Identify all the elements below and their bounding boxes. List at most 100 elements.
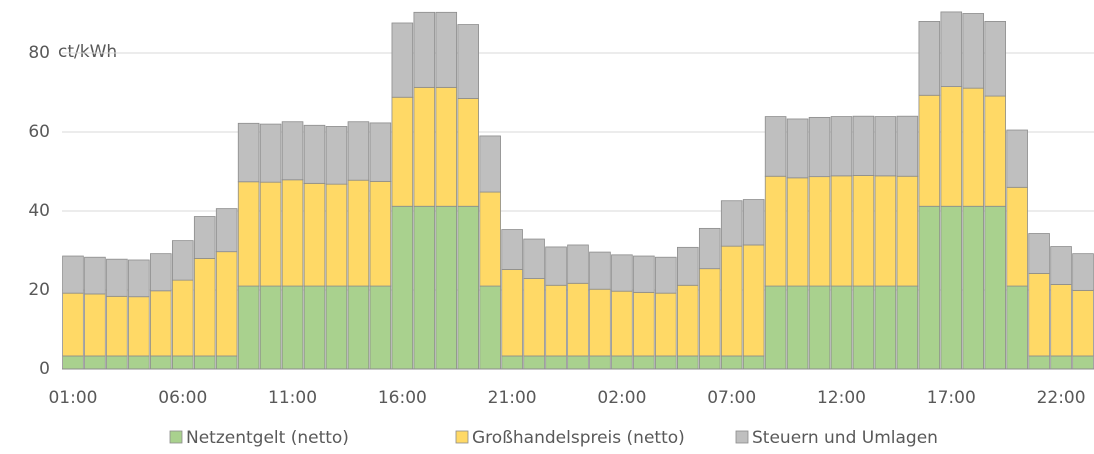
bar-segment xyxy=(171,279,194,357)
bar-segment xyxy=(523,278,545,357)
x-tick-label: 22:00 xyxy=(1037,388,1086,408)
bar-segment xyxy=(962,87,985,207)
legend-label: Steuern und Umlagen xyxy=(752,428,938,448)
bar-segment xyxy=(984,95,1006,207)
bar-segment xyxy=(589,355,611,370)
bar-segment xyxy=(677,284,699,357)
bar-segment xyxy=(589,288,611,357)
bar-segment xyxy=(1006,186,1028,287)
bar-segment xyxy=(742,199,765,246)
bar-segment xyxy=(84,355,106,370)
x-tick-label: 06:00 xyxy=(158,388,207,408)
bar-segment xyxy=(303,124,326,184)
bar-segment xyxy=(545,246,567,286)
bar-segment xyxy=(1072,289,1094,357)
bar-segment xyxy=(413,11,436,88)
bar-segment xyxy=(413,86,436,207)
bar-segment xyxy=(1028,355,1050,370)
bar-segment xyxy=(501,355,523,370)
bar-segment xyxy=(128,296,150,357)
bar-segment xyxy=(347,285,370,370)
bar-segment xyxy=(62,255,84,294)
bar-segment xyxy=(1050,355,1072,370)
bar-segment xyxy=(457,24,479,99)
bar-segment xyxy=(589,251,611,290)
bar-segment xyxy=(655,355,677,370)
bar-segment xyxy=(940,205,963,370)
bar-segment xyxy=(303,182,326,287)
bar-segment xyxy=(655,292,677,357)
bar-segment xyxy=(633,255,655,293)
y-axis-label: ct/kWh xyxy=(58,42,117,62)
bar-segment xyxy=(347,179,370,287)
bar-segment xyxy=(84,293,106,357)
bar-segment xyxy=(106,355,128,370)
bar-segment xyxy=(764,116,787,177)
bar-segment xyxy=(1006,285,1028,370)
bar-segment xyxy=(281,285,304,370)
bar-segment xyxy=(830,175,853,287)
bar-segment xyxy=(479,135,501,193)
bar-segment xyxy=(677,355,699,370)
bar-segment xyxy=(237,122,260,183)
bar-segment xyxy=(1050,284,1072,357)
bar-segment xyxy=(325,285,348,370)
bar-segment xyxy=(281,179,304,287)
bar-segment xyxy=(259,123,282,183)
bar-segment xyxy=(1028,233,1050,274)
bar-segment xyxy=(128,259,150,298)
bar-segment xyxy=(611,355,633,370)
bar-segment xyxy=(62,292,84,357)
bar-segment xyxy=(545,355,567,370)
legend-label: Netzentgelt (netto) xyxy=(186,428,349,448)
bar-segment xyxy=(698,268,721,357)
x-tick-label: 07:00 xyxy=(707,388,756,408)
bar-segment xyxy=(501,269,523,357)
bar-segment xyxy=(435,11,458,88)
bar-segment xyxy=(786,118,809,179)
bar-segment xyxy=(150,355,172,370)
bar-segment xyxy=(106,295,128,357)
bar-segment xyxy=(193,257,216,357)
bar-segment xyxy=(720,355,743,370)
bar-segment xyxy=(391,22,414,98)
bar-segment xyxy=(786,285,809,370)
bar-segment xyxy=(1072,355,1094,370)
bar-segment xyxy=(764,175,787,287)
bar-segment xyxy=(962,205,985,370)
x-tick-label: 02:00 xyxy=(597,388,646,408)
bar-segment xyxy=(1028,273,1050,357)
bar-segment xyxy=(962,13,985,89)
bar-segment xyxy=(720,245,743,357)
bar-segment xyxy=(940,86,963,207)
bar-segment xyxy=(457,98,479,207)
bar-segment xyxy=(215,251,238,357)
bar-segment xyxy=(677,246,699,286)
bar-segment xyxy=(369,122,392,182)
bar-segment xyxy=(325,183,348,287)
bar-segment xyxy=(698,227,721,270)
bar-segment xyxy=(655,256,677,294)
bar-segment xyxy=(567,244,589,284)
bar-segment xyxy=(874,175,897,287)
bar-segment xyxy=(501,229,523,270)
bar-segment xyxy=(62,355,84,370)
bar-segment xyxy=(303,285,326,370)
bar-segment xyxy=(215,208,238,253)
bar-segment xyxy=(369,180,392,287)
bar-segment xyxy=(567,282,589,357)
bar-segment xyxy=(1050,246,1072,285)
bar-segment xyxy=(479,285,501,370)
x-tick-label: 12:00 xyxy=(817,388,866,408)
bar-segment xyxy=(567,355,589,370)
bar-segment xyxy=(852,115,875,176)
bar-segment xyxy=(918,20,941,96)
bar-segment xyxy=(742,355,765,370)
bar-segment xyxy=(84,256,106,295)
x-tick-label: 17:00 xyxy=(927,388,976,408)
bar-segment xyxy=(193,355,216,370)
bar-segment xyxy=(896,115,919,177)
bar-segment xyxy=(435,205,458,370)
x-tick-label: 11:00 xyxy=(268,388,317,408)
